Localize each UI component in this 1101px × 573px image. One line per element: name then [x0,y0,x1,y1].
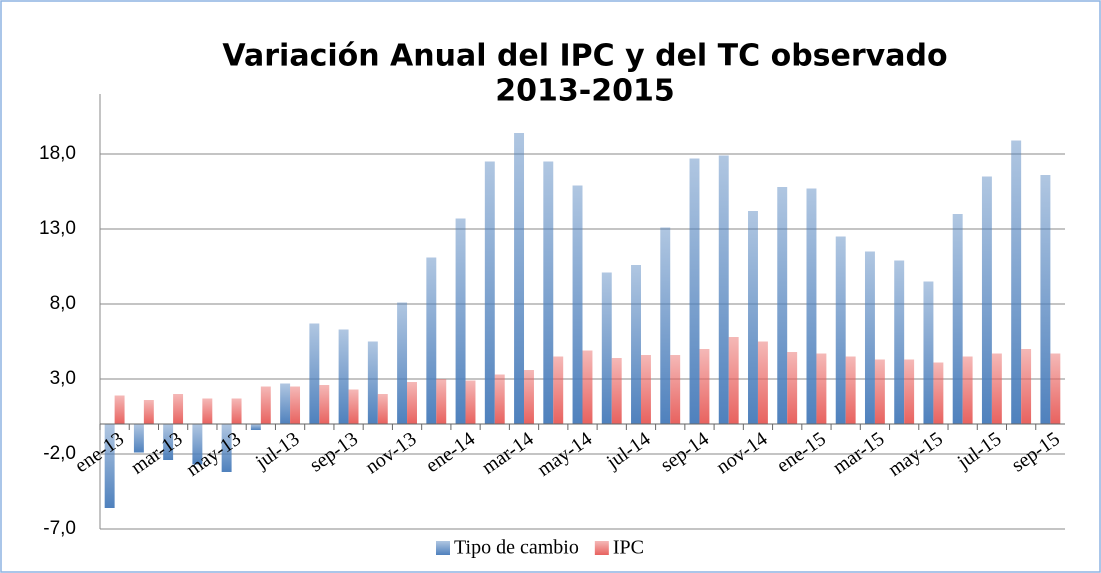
y-tick-label: 3,0 [50,368,76,389]
bar [787,352,798,424]
chart-title: 2013-2015 [495,74,674,109]
bar [962,356,973,424]
bar [192,424,203,465]
bar [640,355,651,424]
bar [933,362,944,424]
bar [114,395,125,424]
bar [348,389,359,424]
bar [484,161,495,424]
bar [494,374,505,424]
bar [231,398,242,424]
bar [163,424,174,460]
bar [601,272,612,424]
bar [670,355,681,424]
bar [718,155,729,424]
bar [923,281,934,424]
bar [981,176,992,424]
bar [465,380,476,424]
bar [173,394,184,424]
bar [874,359,885,424]
bar [728,337,739,424]
bar [260,386,271,424]
bar [455,218,466,424]
bar [1011,140,1022,424]
bar [319,385,330,424]
bar [864,251,875,424]
bar [338,329,349,424]
bar [835,236,846,424]
legend-label: IPC [613,537,644,559]
y-tick-label: 8,0 [50,293,76,314]
bar [991,353,1002,424]
bar [816,353,827,424]
bar [377,394,388,424]
bar [426,257,437,424]
bar [952,214,963,424]
bar [436,379,447,424]
bar [611,358,622,424]
bar [748,211,758,424]
bar [1021,349,1032,424]
bar [660,227,671,424]
bar [699,349,710,424]
legend-swatch [594,541,609,555]
bar [904,359,915,424]
bar [367,341,378,424]
bar [250,424,261,430]
y-tick-label: 13,0 [39,218,76,239]
chart-title: Variación Anual del IPC y del TC observa… [222,39,947,74]
bar [553,356,564,424]
bar [572,185,583,424]
bar [407,382,417,424]
bar [1050,353,1061,424]
bar [524,370,534,424]
bar [202,398,213,424]
bar [806,188,817,424]
bar [543,161,554,424]
bar [397,302,408,424]
bar [133,424,144,453]
bar [582,350,593,424]
bar [757,341,768,424]
bar [631,265,641,424]
bar [280,383,291,424]
bar [1040,175,1051,424]
bar [514,133,525,424]
y-tick-label: -2,0 [43,443,76,464]
bar [290,386,301,424]
y-tick-label: 18,0 [39,143,76,164]
bar [689,158,700,424]
y-tick-label: -7,0 [43,518,76,539]
bar [777,187,788,424]
bar [143,400,154,424]
legend-swatch [436,541,450,555]
bar [104,424,115,508]
legend-label: Tipo de cambio [454,537,579,559]
bar [221,424,232,472]
bar [309,323,320,424]
bar [894,260,905,424]
bar [845,356,856,424]
